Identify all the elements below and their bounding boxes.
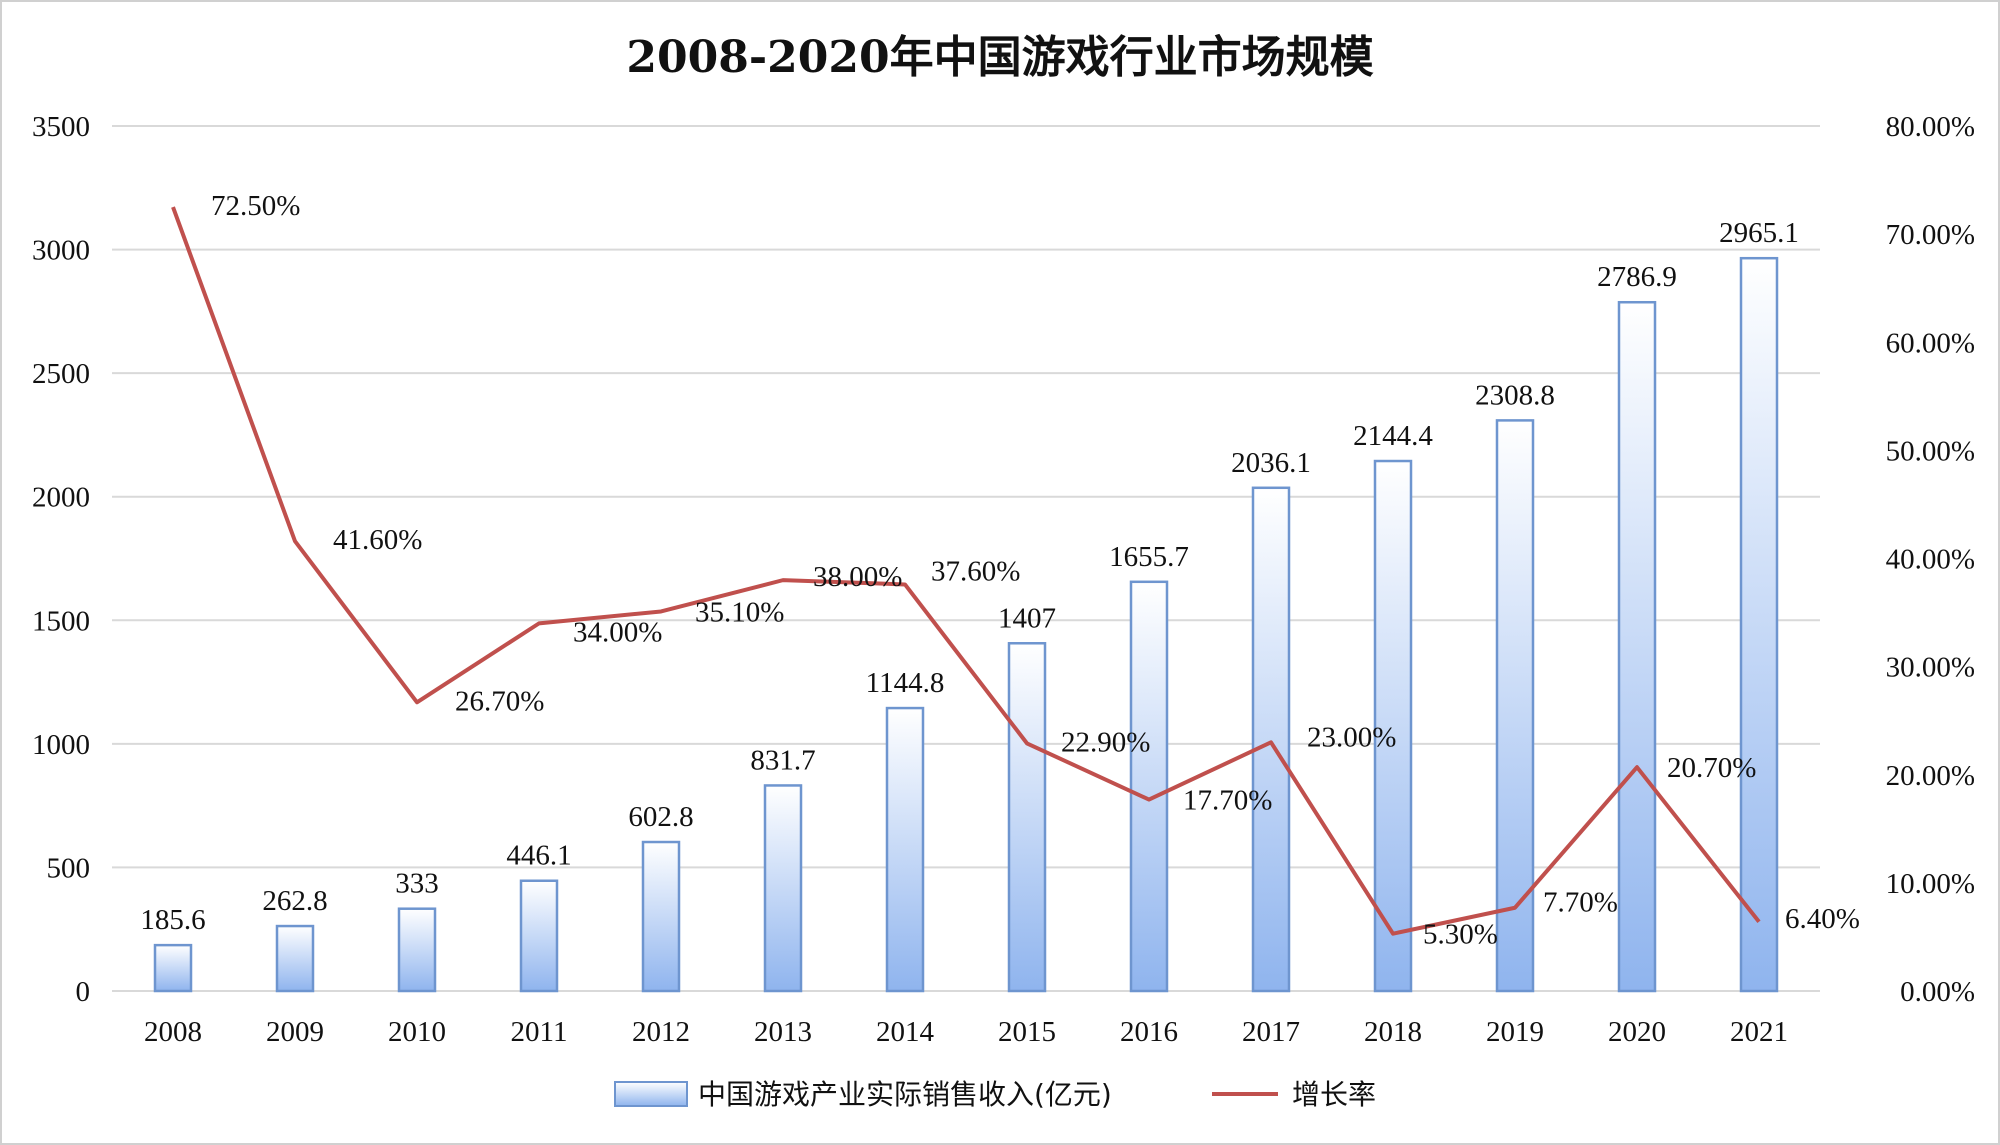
bar-value-label: 1407 bbox=[998, 602, 1056, 634]
x-tick-label: 2009 bbox=[266, 1016, 324, 1048]
bar bbox=[153, 943, 193, 993]
x-tick-label: 2012 bbox=[632, 1016, 690, 1048]
bar-value-label: 262.8 bbox=[262, 885, 327, 917]
bar-value-label: 2036.1 bbox=[1231, 447, 1311, 479]
bar bbox=[1617, 300, 1657, 993]
growth-value-label: 6.40% bbox=[1785, 903, 1860, 935]
right-tick-label: 40.00% bbox=[1886, 544, 1975, 576]
right-tick-label: 80.00% bbox=[1886, 111, 1975, 143]
right-tick-label: 20.00% bbox=[1886, 760, 1975, 792]
growth-value-label: 7.70% bbox=[1543, 887, 1618, 919]
bar-series bbox=[153, 256, 1779, 993]
growth-value-label: 38.00% bbox=[813, 561, 902, 593]
bar bbox=[1739, 256, 1779, 993]
growth-value-label: 20.70% bbox=[1667, 752, 1756, 784]
legend-line-label: 增长率 bbox=[1292, 1078, 1376, 1111]
bar-value-label: 602.8 bbox=[628, 801, 693, 833]
right-tick-label: 30.00% bbox=[1886, 652, 1975, 684]
x-tick-label: 2021 bbox=[1730, 1016, 1788, 1048]
bar bbox=[763, 784, 803, 993]
bar-value-label: 2786.9 bbox=[1597, 261, 1677, 293]
growth-value-label: 41.60% bbox=[333, 524, 422, 556]
x-tick-label: 2016 bbox=[1120, 1016, 1178, 1048]
growth-value-label: 35.10% bbox=[695, 596, 784, 628]
left-tick-label: 1000 bbox=[32, 729, 90, 761]
x-tick-label: 2008 bbox=[144, 1016, 202, 1048]
bar bbox=[1251, 486, 1291, 993]
left-tick-label: 0 bbox=[76, 976, 91, 1008]
x-tick-label: 2013 bbox=[754, 1016, 812, 1048]
legend-bar-label: 中国游戏产业实际销售收入(亿元) bbox=[698, 1078, 1112, 1111]
x-tick-label: 2015 bbox=[998, 1016, 1056, 1048]
bar-labels: 185.6 262.8 333 446.1 602.8 831.7 1144.8 1407 16… bbox=[140, 217, 1799, 936]
bar-value-label: 446.1 bbox=[506, 840, 571, 872]
left-tick-label: 1500 bbox=[32, 605, 90, 637]
left-tick-label: 500 bbox=[47, 852, 91, 884]
bar-value-label: 2965.1 bbox=[1719, 217, 1799, 249]
bar bbox=[519, 879, 559, 993]
bar bbox=[1129, 580, 1169, 993]
x-tick-label: 2017 bbox=[1242, 1016, 1300, 1048]
growth-value-label: 37.60% bbox=[931, 555, 1020, 587]
bar bbox=[885, 706, 925, 993]
right-tick-label: 60.00% bbox=[1886, 327, 1975, 359]
x-tick-label: 2019 bbox=[1486, 1016, 1544, 1048]
bar-value-label: 1144.8 bbox=[866, 667, 945, 699]
x-tick-label: 2020 bbox=[1608, 1016, 1666, 1048]
legend-bar-swatch bbox=[614, 1081, 688, 1107]
growth-value-label: 72.50% bbox=[211, 190, 300, 222]
bar-value-label: 1655.7 bbox=[1109, 541, 1189, 573]
growth-labels: 72.50% 41.60% 26.70% 34.00% 35.10% 38.00% 37.6… bbox=[211, 190, 1860, 951]
bar bbox=[275, 924, 315, 993]
gridlines bbox=[112, 125, 1820, 992]
growth-value-label: 26.70% bbox=[455, 685, 544, 717]
left-tick-label: 2500 bbox=[32, 358, 90, 390]
growth-value-label: 34.00% bbox=[573, 616, 662, 648]
right-tick-label: 70.00% bbox=[1886, 219, 1975, 251]
growth-value-label: 22.90% bbox=[1061, 726, 1150, 758]
growth-line-series bbox=[171, 206, 1761, 936]
bar-value-label: 2308.8 bbox=[1475, 379, 1555, 411]
bar bbox=[641, 840, 681, 993]
growth-value-label: 5.30% bbox=[1423, 919, 1498, 951]
growth-value-label: 23.00% bbox=[1307, 721, 1396, 753]
growth-value-label: 17.70% bbox=[1183, 785, 1272, 817]
x-tick-label: 2018 bbox=[1364, 1016, 1422, 1048]
bar bbox=[1373, 459, 1413, 993]
bar bbox=[1007, 642, 1047, 993]
chart-title: 2008-2020年中国游戏行业市场规模 bbox=[626, 32, 1373, 83]
x-axis-ticks: 2008 2009 2010 2011 2012 2013 2014 2015 2016 2017… bbox=[144, 1016, 1788, 1048]
right-tick-label: 0.00% bbox=[1900, 976, 1975, 1008]
left-axis-ticks: 0 500 1000 1500 2000 2500 3000 3500 bbox=[32, 111, 90, 1008]
right-tick-label: 50.00% bbox=[1886, 435, 1975, 467]
left-tick-label: 3000 bbox=[32, 235, 90, 267]
x-tick-label: 2011 bbox=[511, 1016, 568, 1048]
bar-value-label: 831.7 bbox=[750, 744, 815, 776]
right-axis-ticks: 0.00% 10.00% 20.00% 30.00% 40.00% 50.00% 60.00… bbox=[1886, 111, 1975, 1008]
left-tick-label: 2000 bbox=[32, 482, 90, 514]
left-tick-label: 3500 bbox=[32, 111, 90, 143]
right-tick-label: 10.00% bbox=[1886, 868, 1975, 900]
bar bbox=[397, 907, 437, 993]
growth-line bbox=[171, 206, 1761, 936]
x-tick-label: 2014 bbox=[876, 1016, 935, 1048]
bar-value-label: 2144.4 bbox=[1353, 420, 1433, 452]
x-tick-label: 2010 bbox=[388, 1016, 446, 1048]
legend: 中国游戏产业实际销售收入(亿元) 增长率 bbox=[614, 1078, 1376, 1111]
bar-value-label: 333 bbox=[395, 868, 439, 900]
bar-value-label: 185.6 bbox=[140, 904, 205, 936]
